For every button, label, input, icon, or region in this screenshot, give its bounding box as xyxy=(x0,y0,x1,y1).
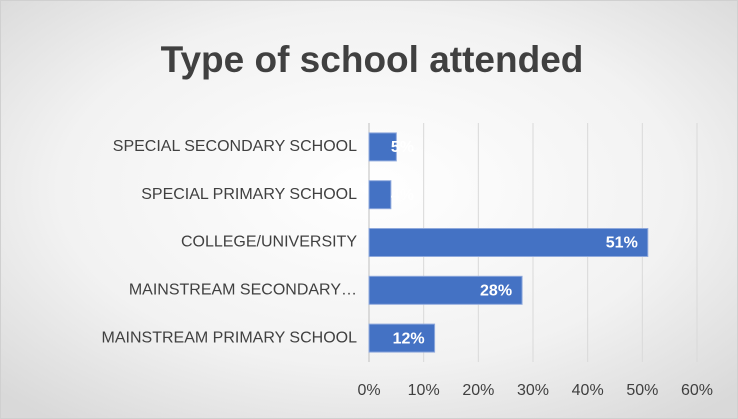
x-tick-label: 10% xyxy=(408,382,440,399)
y-tick-label: COLLEGE/UNIVERSITY xyxy=(181,234,357,251)
data-label: 12% xyxy=(393,330,425,347)
x-tick-label: 60% xyxy=(681,382,713,399)
bar xyxy=(368,228,649,257)
data-label: 4% xyxy=(391,187,414,204)
chart-title: Type of school attended xyxy=(161,39,584,80)
data-label: 28% xyxy=(480,283,512,300)
y-tick-label: SPECIAL PRIMARY SCHOOL xyxy=(141,186,357,203)
bar xyxy=(368,275,523,305)
y-tick-label: MAINSTREAM SECONDARY… xyxy=(129,282,357,299)
data-label: 5% xyxy=(391,139,414,156)
y-tick-label: MAINSTREAM PRIMARY SCHOOL xyxy=(102,329,358,346)
bar xyxy=(368,180,392,210)
data-label: 51% xyxy=(606,235,638,252)
x-tick-label: 0% xyxy=(357,382,380,399)
y-tick-label: SPECIAL SECONDARY SCHOOL xyxy=(113,138,357,155)
bar xyxy=(368,323,436,353)
bar xyxy=(368,132,397,162)
x-tick-label: 40% xyxy=(572,382,604,399)
x-tick-label: 30% xyxy=(517,382,549,399)
x-tick-label: 20% xyxy=(462,382,494,399)
x-tick-label: 50% xyxy=(626,382,658,399)
